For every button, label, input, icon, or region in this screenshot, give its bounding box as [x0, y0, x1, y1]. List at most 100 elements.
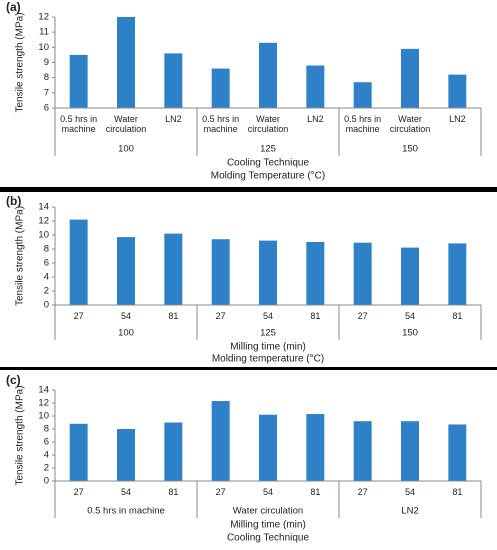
x-tick-label-box: 81	[310, 487, 321, 497]
x-tick-label: 54	[120, 487, 131, 497]
y-tick-label: 6	[44, 258, 49, 269]
bar	[117, 237, 135, 305]
x-tick-label-box: 54	[262, 311, 273, 321]
x-tick-label-box: 54	[404, 487, 415, 497]
x-tick-label: 27	[73, 311, 84, 321]
panel-label: (c)	[6, 373, 21, 387]
x-tick-label-box: 81	[452, 487, 463, 497]
y-axis-label: Tensile strength (MPa)	[15, 206, 26, 306]
bar	[211, 401, 230, 481]
x-tick-label: 54	[404, 487, 415, 497]
x-tick-label-box: 27	[358, 311, 368, 321]
bar	[353, 421, 372, 481]
x-tick-label: Water circulation	[389, 114, 431, 134]
y-tick-label: 10	[38, 230, 49, 241]
bar	[164, 53, 183, 108]
panel-label: (b)	[6, 194, 21, 208]
y-tick-label: 14	[38, 202, 49, 213]
x-tick-label: 0.5 hrs in machine	[202, 114, 240, 134]
x-tick-label-box: 54	[404, 311, 415, 321]
x-tick-label: 54	[262, 487, 273, 497]
x-tick-label: LN2	[307, 114, 324, 124]
bar	[448, 243, 467, 305]
group-label: 100	[118, 328, 134, 339]
x-axis-label: Milling time (min)	[230, 342, 306, 353]
group-label: 150	[402, 328, 418, 339]
y-tick-label: 12	[38, 12, 49, 23]
group-label: Water circulation	[233, 506, 303, 517]
x-tick-label-box: 81	[168, 487, 179, 497]
bar	[69, 54, 88, 108]
panel-label: (a)	[6, 0, 21, 14]
y-tick-label: 2	[44, 463, 49, 474]
x-tick-label: 81	[168, 311, 179, 321]
y-tick-label: 12	[38, 216, 49, 227]
bar	[69, 423, 88, 481]
x-tick-label: 81	[310, 487, 321, 497]
y-tick-label: 6	[44, 103, 49, 114]
x-tick-label: LN2	[449, 114, 466, 124]
y-tick-label: 9	[44, 57, 49, 68]
bar	[448, 74, 467, 108]
bar	[164, 233, 183, 305]
y-tick-label: 11	[39, 27, 49, 38]
x-tick-label: 81	[168, 487, 179, 497]
y-tick-label: 14	[38, 385, 49, 396]
x-tick-label-box: 81	[310, 311, 320, 321]
x-tick-label: 27	[73, 487, 84, 497]
x-tick-label-box: 27	[216, 311, 226, 321]
x-tick-label: 81	[452, 311, 463, 321]
bar	[353, 82, 372, 108]
bar	[259, 240, 277, 305]
y-axis-label: Tensile strength (MPa)	[15, 385, 26, 485]
group-label: 150	[402, 144, 418, 155]
bar	[306, 242, 325, 305]
x-tick-label-box: 54	[262, 487, 273, 497]
group-label: 0.5 hrs in machine	[87, 506, 165, 517]
x-tick-label-box: LN2	[449, 114, 466, 124]
y-tick-label: 6	[44, 437, 49, 448]
y-tick-label: 0	[44, 300, 49, 311]
x-tick-label-box: 0.5 hrs in machine	[344, 114, 381, 134]
x-tick-label-box: 0.5 hrs in machine	[202, 114, 240, 134]
x-tick-label: 81	[452, 487, 463, 497]
bar	[259, 414, 277, 481]
x-tick-label-box: 81	[168, 311, 179, 321]
y-tick-label: 4	[44, 272, 49, 283]
x-tick-label-box: 54	[120, 487, 131, 497]
x-tick-label: Water circulation	[105, 114, 147, 134]
group-label: LN2	[401, 506, 418, 517]
x-tick-label: 27	[215, 487, 226, 497]
bar	[448, 424, 467, 481]
bar	[401, 48, 419, 108]
x-tick-label: 54	[404, 311, 415, 321]
x-axis-label: Molding Temperature (°C)	[211, 171, 325, 182]
y-tick-label: 0	[44, 476, 49, 487]
x-tick-label-box: Water circulation	[248, 114, 289, 134]
x-tick-label-box: Water circulation	[389, 114, 431, 134]
bar	[259, 42, 277, 108]
group-label: 125	[260, 144, 276, 155]
y-tick-label: 8	[44, 424, 49, 435]
x-tick-label-box: Water circulation	[105, 114, 147, 134]
x-axis-label: Cooling Technique	[227, 533, 310, 544]
x-tick-label-box: 27	[358, 487, 368, 497]
x-tick-label-box: 27	[215, 487, 226, 497]
bar	[401, 421, 419, 481]
bar	[164, 422, 183, 481]
x-tick-label: 54	[120, 311, 131, 321]
bar	[117, 429, 135, 481]
y-axis-label: Tensile strength (MPa)	[15, 12, 26, 112]
x-axis-label: Milling time (min)	[230, 520, 306, 531]
bar	[117, 17, 135, 108]
separator	[0, 187, 497, 192]
x-tick-label: 54	[262, 311, 273, 321]
bar	[69, 219, 88, 305]
x-axis-label: Molding temperature (°C)	[212, 354, 324, 365]
y-tick-label: 7	[44, 87, 49, 98]
group-label: 125	[260, 328, 276, 339]
x-tick-label: 0.5 hrs in machine	[60, 114, 98, 134]
y-tick-label: 2	[44, 286, 49, 297]
x-tick-label-box: 0.5 hrs in machine	[60, 114, 98, 134]
y-tick-label: 4	[44, 450, 49, 461]
